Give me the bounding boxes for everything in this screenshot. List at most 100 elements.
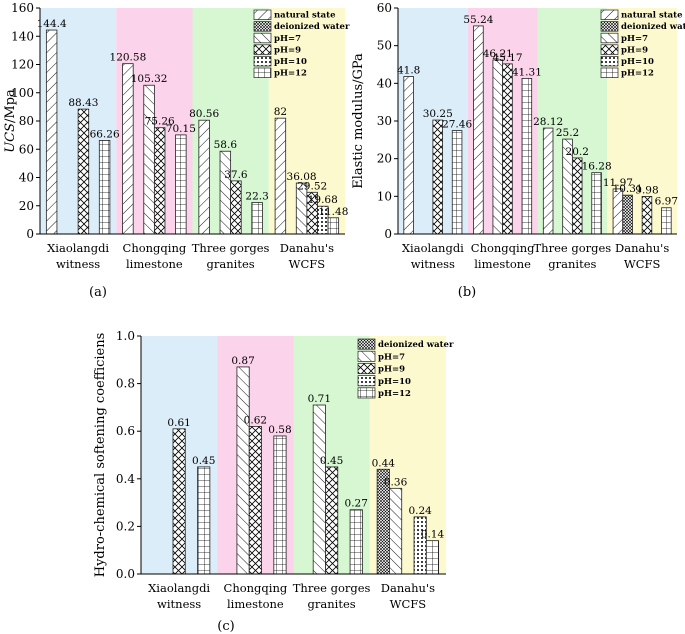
chart-c: 0.61 0.45 0.87 0.620.58 0.71 0.45 0.27 0.44 0.36…: [93, 329, 454, 634]
x-label-three-gorges: Three gorges: [192, 241, 270, 255]
y-tick-label: 100: [11, 86, 34, 100]
value-label-danahu-s-ph-12: 11.48: [318, 206, 348, 218]
legend-swatch-ph-12: [253, 67, 272, 78]
value-label-three-gorges-ph-7: 0.71: [308, 393, 331, 405]
value-label-chongqing-ph-9: 75.26: [145, 116, 175, 128]
bar-three-gorges-ph-9: [230, 180, 242, 235]
y-axis-label-italic: UCS: [3, 123, 18, 153]
legend-swatch-deionized-water: [357, 338, 376, 350]
bar-danahu-s-deionized-water: [622, 194, 633, 235]
value-label-xiaolangdi-ph-9: 0.61: [167, 417, 190, 429]
y-tick-label: 0.4: [116, 472, 135, 486]
legend-label-ph-7: pH=7: [621, 34, 648, 44]
x-label-witness: witness: [411, 257, 455, 271]
bar-three-gorges-ph-12: [251, 202, 263, 235]
bar-xiaolangdi-ph-9: [77, 108, 90, 235]
legend-swatch-ph-9: [357, 363, 376, 374]
y-tick-label: 10: [377, 189, 392, 203]
chart-b: 41.830.2527.4655.2446.2145.1741.3128.122…: [351, 1, 685, 300]
value-label-xiaolangdi-ph-12: 27.46: [442, 119, 472, 131]
bar-chongqing-ph-9: [153, 127, 166, 235]
y-tick-label: 60: [19, 142, 34, 156]
value-label-danahu-s-natural-state: 11.97: [603, 177, 633, 189]
x-label-granites: granites: [548, 257, 596, 271]
legend-label-ph-10: pH=10: [378, 377, 411, 387]
y-tick-label: 0.8: [116, 377, 135, 391]
y-tick-label: 60: [377, 1, 392, 15]
x-label-limestone: limestone: [126, 257, 183, 271]
legend-label-natural-state: natural state: [274, 11, 336, 21]
legend-swatch-ph-12: [357, 387, 376, 399]
legend-label-ph-12: pH=12: [621, 69, 654, 79]
value-label-danahu-s-ph-7: 36.08: [287, 171, 317, 183]
value-label-three-gorges-ph-7: 25.2: [556, 127, 579, 139]
y-tick-label: 40: [377, 76, 392, 90]
bar-xiaolangdi-natural-state: [403, 76, 414, 235]
bar-three-gorges-ph-12: [591, 172, 602, 235]
value-label-danahu-s-deionized-water: 10.31: [613, 183, 643, 195]
value-label-xiaolangdi-natural-state: 144.4: [37, 18, 67, 30]
x-label-chongqing: Chongqing: [123, 241, 187, 255]
x-label-chongqing: Chongqing: [224, 581, 288, 595]
legend-label-ph-12: pH=12: [378, 389, 411, 399]
y-tick-label: 0.0: [116, 567, 135, 581]
x-label-witness: witness: [56, 257, 100, 271]
legend-label-ph-9: pH=9: [378, 365, 405, 375]
value-label-three-gorges-ph-7: 58.6: [214, 139, 238, 151]
bar-danahu-s-ph-12: [661, 207, 672, 235]
panel-label-b: (b): [458, 285, 476, 300]
y-axis-label: Hydro-chemical softening coefficiens: [93, 333, 108, 578]
panel-label-a: (a): [89, 285, 107, 300]
y-axis-label: UCS/Mpa: [3, 89, 18, 153]
legend-swatch-ph-10: [357, 375, 376, 387]
x-label-xiaolangdi: Xiaolangdi: [47, 241, 109, 255]
bar-three-gorges-ph-9: [325, 466, 339, 575]
x-label-danahu-s: Danahu's: [280, 241, 334, 255]
value-label-three-gorges-natural-state: 80.56: [189, 108, 219, 120]
legend-swatch-ph-12: [600, 67, 619, 78]
legend-swatch-deionized-water: [253, 21, 272, 32]
x-label-wcfs: WCFS: [624, 257, 661, 271]
y-tick-label: 0: [26, 227, 34, 241]
value-label-chongqing-ph-12: 70.15: [166, 123, 196, 135]
legend-label-ph-7: pH=7: [378, 352, 405, 362]
y-tick-label: 20: [377, 152, 392, 166]
x-label-danahu-s: Danahu's: [381, 581, 435, 595]
value-label-chongqing-ph-7: 46.21: [483, 48, 513, 60]
x-label-wcfs: WCFS: [390, 597, 427, 611]
x-label-granites: granites: [308, 597, 356, 611]
x-label-witness: witness: [157, 597, 201, 611]
y-axis-label-text: Elastic modulus/GPa: [351, 53, 366, 189]
x-label-xiaolangdi: Xiaolangdi: [148, 581, 210, 595]
bar-chongqing-ph-12: [521, 77, 533, 235]
bar-danahu-s-ph-7: [389, 487, 403, 575]
legend-label-ph-7: pH=7: [274, 34, 301, 44]
bar-chongqing-natural-state: [122, 63, 134, 235]
y-axis-label-text: Hydro-chemical softening coefficiens: [93, 333, 108, 578]
bar-chongqing-ph-9: [502, 63, 513, 235]
y-axis-label-text: /Mpa: [3, 89, 18, 123]
y-tick-label: 1.0: [116, 329, 135, 343]
x-label-three-gorges: Three gorges: [534, 241, 612, 255]
legend-label-ph-9: pH=9: [274, 45, 301, 55]
bar-three-gorges-ph-7: [219, 150, 232, 235]
legend-swatch-ph-7: [600, 32, 619, 44]
value-label-danahu-s-ph-9: 29.52: [297, 180, 327, 192]
bar-three-gorges-natural-state: [198, 119, 210, 235]
value-label-three-gorges-ph-9: 0.45: [320, 455, 343, 467]
value-label-danahu-s-deionized-water: 0.44: [372, 457, 396, 469]
y-tick-label: 120: [11, 58, 34, 72]
value-label-three-gorges-ph-12: 16.28: [582, 161, 612, 173]
y-tick-label: 30: [377, 114, 392, 128]
legend-label-ph-10: pH=10: [621, 57, 654, 67]
x-label-limestone: limestone: [474, 257, 531, 271]
legend-swatch-natural-state: [600, 9, 619, 20]
value-label-danahu-s-ph-12: 6.97: [655, 196, 678, 208]
bar-chongqing-ph-12: [273, 435, 287, 575]
bar-danahu-s-natural-state: [274, 117, 287, 235]
x-label-xiaolangdi: Xiaolangdi: [402, 241, 464, 255]
x-label-limestone: limestone: [227, 597, 284, 611]
y-tick-label: 0: [384, 227, 392, 241]
